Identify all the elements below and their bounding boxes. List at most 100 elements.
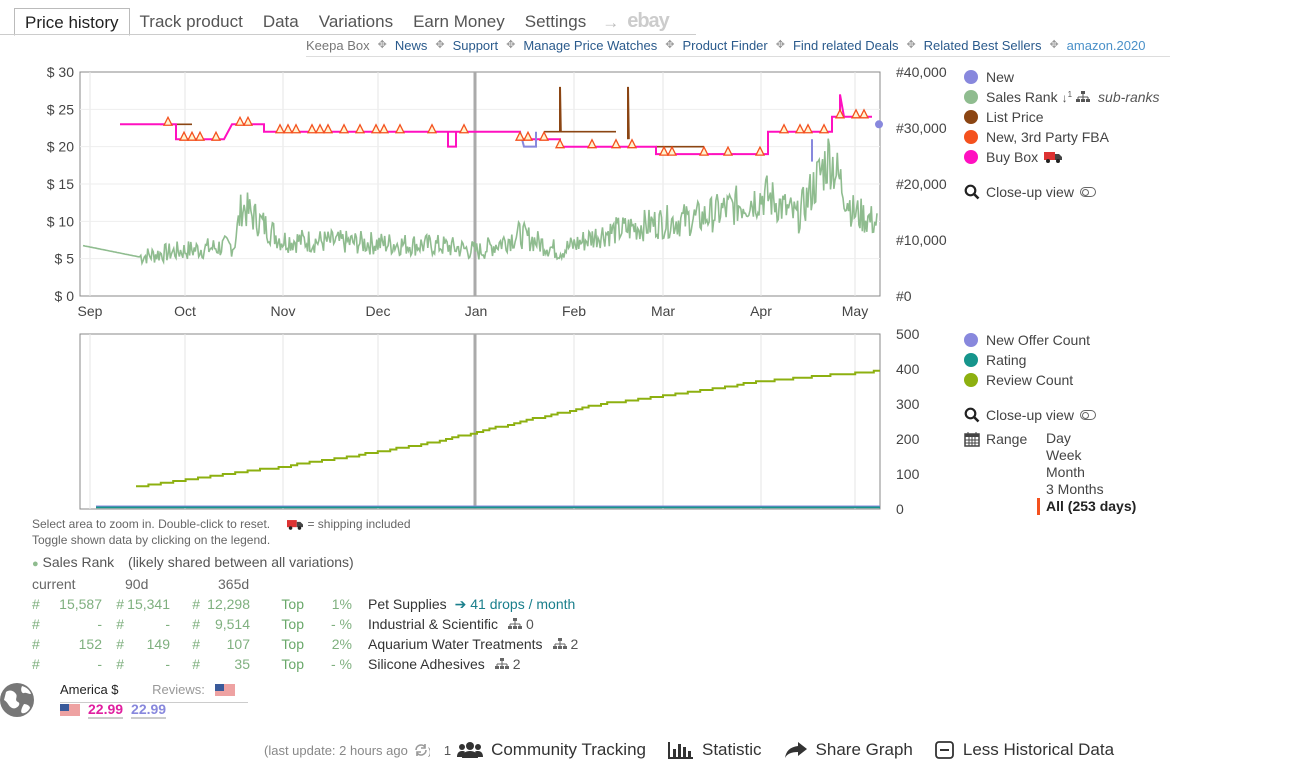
separator-icon: ✥ [775,39,785,51]
offer-legend: New Offer Count Rating Review Count Clos… [964,330,1096,449]
tracking-count: 1 [443,742,452,758]
y-right-tick-label: #40,000 [896,64,947,80]
tab-price-history[interactable]: Price history [14,8,130,36]
hierarchy-icon[interactable] [1076,91,1091,103]
link-product-finder[interactable]: Product Finder [682,38,768,53]
legend-rating[interactable]: Rating [964,350,1096,370]
legend-buy-box[interactable]: Buy Box [964,147,1160,167]
sub-ranks-link[interactable]: sub-ranks [1098,89,1160,105]
us-flag-icon[interactable] [214,684,235,698]
fba-marker [378,123,390,134]
range-3-months[interactable]: 3 Months [1046,481,1104,497]
tab-ebay[interactable]: ebay [627,10,670,32]
rank-current: 15,587 [59,596,102,612]
tab-settings[interactable]: Settings [524,12,587,31]
link-news[interactable]: News [394,38,428,53]
legend-offer-label: New Offer Count [986,332,1091,348]
tab-earn-money[interactable]: Earn Money [413,12,505,31]
rank-90d: 15,341 [127,596,170,612]
link-manage-price-watches[interactable]: Manage Price Watches [523,38,658,53]
legend-fba[interactable]: New, 3rd Party FBA [964,127,1160,147]
legend-review-count[interactable]: Review Count [964,370,1096,390]
price-history-chart[interactable]: Sep Oct Nov Dec Jan Feb Mar Apr May $ 30 $ 25 $ 20 $… [30,62,960,324]
closeup-label: Close-up view [986,407,1074,423]
buy-box-price[interactable]: 22.99 [88,701,124,720]
share-icon [784,742,807,758]
statistic-label: Statistic [702,740,762,759]
sales-rank-row: # - # - #35 Top - % Silicone Adhesives 2 [32,654,578,674]
price-history-svg[interactable]: Sep Oct Nov Dec Jan Feb Mar Apr May $ 30 $ 25 $ 20 $… [30,62,960,324]
share-graph-button[interactable]: Share Graph [784,740,913,760]
tab-data[interactable]: Data [262,12,299,31]
sales-rank-rows: #15,587 #15,341 #12,298 Top 1% Pet Supplies ➔ … [32,594,578,674]
fba-marker [242,115,254,126]
toggle-icon[interactable] [1079,187,1096,197]
offer-review-svg[interactable]: 500 400 300 200 100 0 [30,326,960,518]
sort-icon[interactable]: ↓1 [1061,89,1073,105]
rank-category[interactable]: Industrial & Scientific [368,616,498,632]
less-historical-data-button[interactable]: Less Historical Data [934,740,1114,760]
hierarchy-icon[interactable] [552,638,567,650]
tab-track-product[interactable]: Track product [139,12,243,31]
link-keepa-box[interactable]: Keepa Box [306,38,370,53]
hierarchy-icon[interactable] [494,658,509,670]
range-week[interactable]: Week [1046,447,1082,463]
sales-rank-header: current 90d 365d [32,574,578,594]
buy-box-dip [447,131,457,148]
fba-marker [626,138,638,149]
statistic-button[interactable]: Statistic [668,740,762,760]
rank-top: Top [281,596,304,612]
offer-review-chart[interactable]: 500 400 300 200 100 0 [30,326,960,518]
rank-current: - [97,616,102,632]
range-all[interactable]: All (253 days) [1037,498,1136,515]
fba-marker [850,108,862,119]
drops-label: 41 drops / month [470,595,576,612]
country-label[interactable]: America $ [60,682,119,697]
tab-variations[interactable]: Variations [318,12,394,31]
sales-rank-row: # - # - #9,514 Top - % Industrial & Scientific 0 [32,614,578,634]
link-support[interactable]: Support [452,38,499,53]
hierarchy-icon[interactable] [507,618,522,630]
y-right-tick-label: #30,000 [896,120,947,136]
range-day[interactable]: Day [1046,430,1071,446]
rank-hash: # [32,636,40,652]
bottom-toolbar: (last update: 2 hours ago ) 1 Community … [264,740,1114,760]
rank-category[interactable]: Aquarium Water Treatments [368,636,543,652]
rank-category[interactable]: Pet Supplies [368,596,447,612]
y-right-tick-label: #0 [896,288,912,304]
closeup-toggle-top[interactable]: Close-up view [964,182,1160,202]
range-month[interactable]: Month [1046,464,1085,480]
y-left-tick-label: $ 0 [55,288,75,304]
fba-marker [818,123,830,134]
fba-marker [274,123,286,134]
globe-icon[interactable] [0,680,36,720]
fba-marker [426,123,438,134]
us-flag-icon [60,703,80,717]
rank-percent: - % [331,656,352,672]
legend-sales-rank-label: Sales Rank [986,89,1058,105]
rank-365d: 35 [234,656,250,672]
range-label: Range [986,431,1028,447]
rank-category[interactable]: Silicone Adhesives [368,656,485,672]
fba-marker [306,123,318,134]
toggle-icon[interactable] [1079,410,1096,420]
legend-list-price[interactable]: List Price [964,107,1160,127]
refresh-icon[interactable]: ) [412,743,430,757]
fba-dot-icon [964,130,978,144]
community-tracking-button[interactable]: Community Tracking [457,740,646,760]
legend-new[interactable]: New [964,67,1160,87]
rank-percent: 1% [331,596,352,612]
sales-rank-title: ● Sales Rank (likely shared between all … [32,554,354,570]
legend-sales-rank[interactable]: Sales Rank ↓1 sub-ranks [964,87,1160,107]
new-price[interactable]: 22.99 [131,701,167,720]
legend-new-offer-count[interactable]: New Offer Count [964,330,1096,350]
fba-marker [370,123,382,134]
closeup-toggle-bottom[interactable]: Close-up view [964,405,1096,425]
locale-price-box: America $ Reviews: 22.99 22.99 [60,682,235,720]
y-right-tick-label: #10,000 [896,232,947,248]
link-amazon-domain[interactable]: amazon.2020 [1066,38,1146,53]
search-icon [964,184,980,200]
link-related-best-sellers[interactable]: Related Best Sellers [923,38,1042,53]
y-right-tick-label: 100 [896,466,920,482]
link-related-deals[interactable]: Find related Deals [792,38,899,53]
